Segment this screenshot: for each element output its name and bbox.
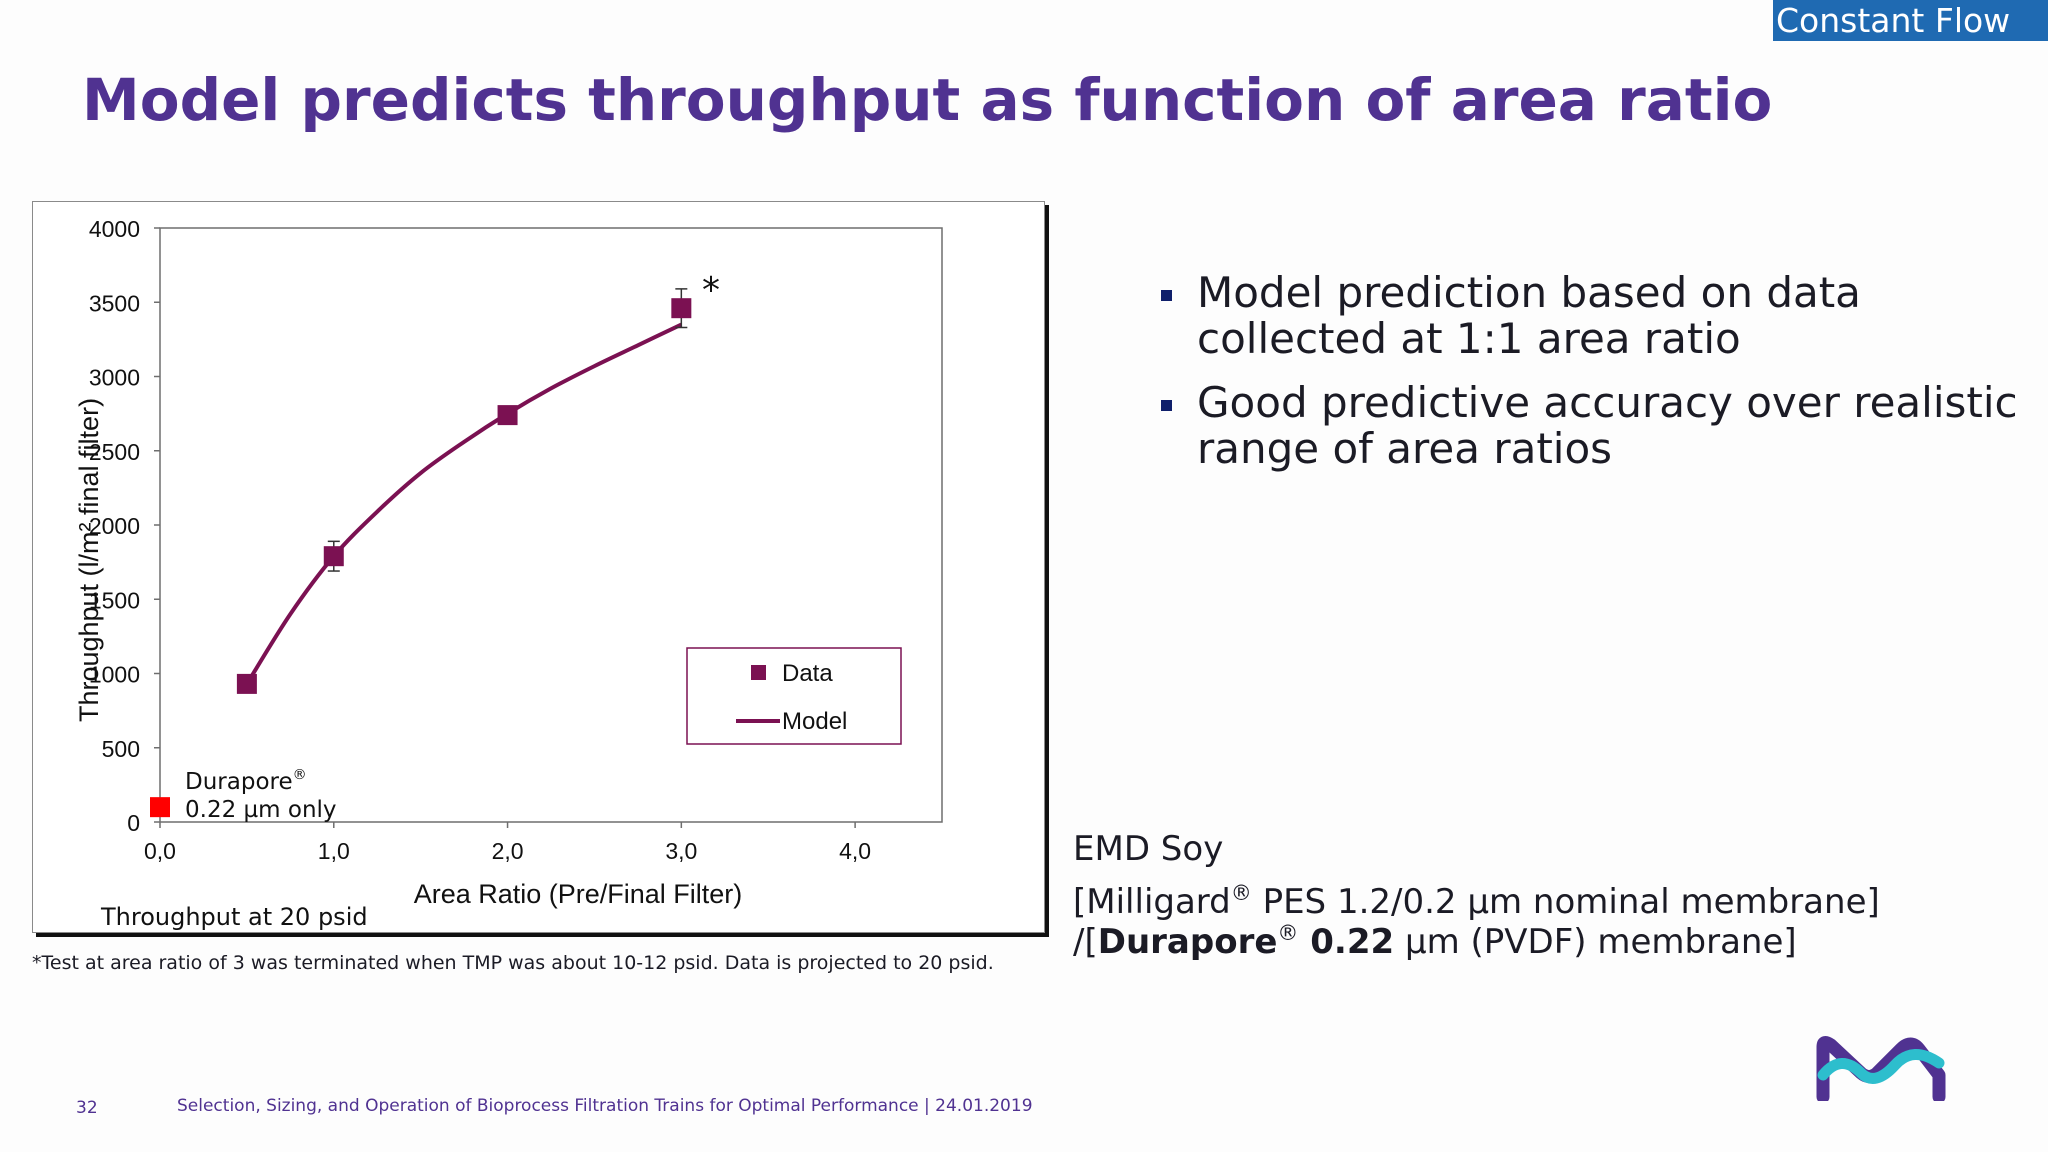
- durapore-reg: ®: [293, 767, 307, 783]
- bullet-square-icon: [1161, 290, 1172, 301]
- bullet-text: Good predictive accuracy over realistic …: [1197, 378, 2018, 473]
- durapore-point: [150, 797, 170, 818]
- x-tick-label: 3,0: [665, 838, 697, 864]
- durapore-name: Durapore: [185, 769, 293, 795]
- x-tick-label: 1,0: [318, 838, 350, 864]
- model-series-line: [245, 322, 683, 685]
- y-tick-label: 2500: [89, 439, 140, 465]
- section-tag: Constant Flow: [1773, 0, 2048, 41]
- y-axis-title: Throughput (l/m² final filter): [74, 398, 104, 722]
- data-point: [323, 546, 344, 567]
- y-tick-label: 500: [102, 736, 140, 762]
- milligard-note: [Milligard® PES 1.2/0.2 µm nominal membr…: [1073, 881, 1880, 922]
- durapore-size-annotation: 0.22 µm only: [185, 797, 337, 823]
- bullet-square-icon: [1161, 400, 1172, 411]
- bullet-item: Model prediction based on data collected…: [1160, 270, 2020, 362]
- legend: Data Model: [686, 647, 902, 745]
- y-tick-label: 3000: [89, 365, 140, 391]
- y-tick-label: 1000: [89, 662, 140, 688]
- x-tick-label: 2,0: [492, 838, 524, 864]
- chart-footnote: *Test at area ratio of 3 was terminated …: [32, 952, 994, 974]
- bullet-item: Good predictive accuracy over realistic …: [1160, 380, 2020, 472]
- data-point: [497, 405, 518, 426]
- chart-frame: 0 500 1000 1500 2000 2500 3000 3500 4000 0,0 1,0 2,…: [32, 201, 1045, 933]
- legend-box: [686, 647, 902, 745]
- x-tick-label: 0,0: [144, 838, 176, 864]
- data-point: [671, 298, 692, 319]
- legend-model-label: Model: [782, 708, 847, 735]
- throughput-chart: 0 500 1000 1500 2000 2500 3000 3500 4000 0,0 1,0 2,…: [74, 216, 943, 931]
- x-axis-title: Area Ratio (Pre/Final Filter): [414, 879, 743, 909]
- data-point: [236, 673, 257, 694]
- y-tick-label: 1500: [89, 587, 140, 613]
- plot-layer: 0 500 1000 1500 2000 2500 3000 3500 4000 0,0 1,0 2,…: [89, 216, 943, 864]
- durapore-note: /[Durapore® 0.22 µm (PVDF) membrane]: [1073, 921, 1797, 962]
- brand-logo-icon: [1816, 1035, 1946, 1101]
- product-name: EMD Soy: [1073, 829, 1224, 869]
- page-title: Model predicts throughput as function of…: [82, 66, 1773, 134]
- page-number: 32: [76, 1098, 98, 1118]
- condition-label: Throughput at 20 psid: [100, 903, 368, 931]
- bullet-text: Model prediction based on data collected…: [1197, 268, 1861, 363]
- x-tick-label: 4,0: [839, 838, 871, 864]
- y-tick-label: 3500: [89, 290, 140, 316]
- y-tick-label: 0: [127, 810, 140, 836]
- legend-data-label: Data: [782, 660, 833, 687]
- durapore-annotation: Durapore®: [185, 767, 307, 795]
- footer-text: Selection, Sizing, and Operation of Biop…: [177, 1096, 1033, 1116]
- legend-data-marker: [751, 665, 766, 680]
- asterisk-annotation: *: [702, 270, 720, 311]
- bullet-list: Model prediction based on data collected…: [1160, 270, 2020, 490]
- product-notes: EMD Soy [Milligard® PES 1.2/0.2 µm nomin…: [1073, 829, 1880, 962]
- y-tick-label: 4000: [89, 216, 140, 242]
- y-tick-label: 2000: [89, 513, 140, 539]
